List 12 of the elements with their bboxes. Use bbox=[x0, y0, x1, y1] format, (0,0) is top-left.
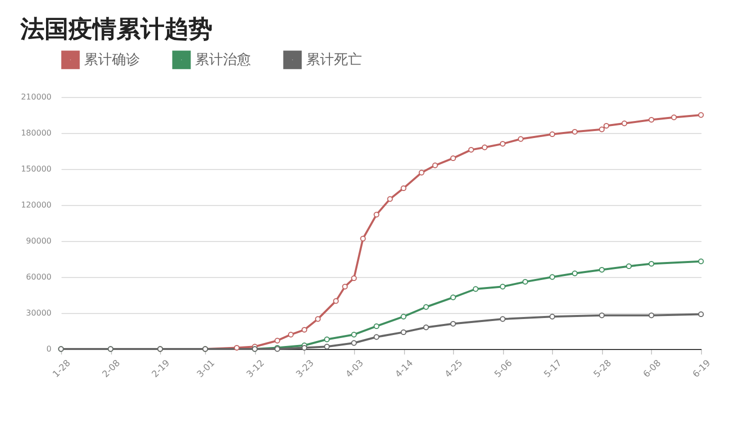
y-tick-label: 60000 bbox=[26, 272, 52, 282]
legend-label: 累计确诊 bbox=[84, 52, 140, 68]
y-tick-label: 30000 bbox=[26, 308, 52, 318]
y-tick-label: 90000 bbox=[26, 236, 52, 246]
y-tick-label: 0 bbox=[46, 344, 52, 354]
legend-label: 累计死亡 bbox=[306, 52, 362, 68]
y-tick-label: 180000 bbox=[20, 128, 52, 138]
y-tick-label: 210000 bbox=[20, 92, 52, 102]
legend-label: 累计治愈 bbox=[195, 52, 251, 68]
y-tick-label: 150000 bbox=[20, 164, 52, 174]
y-tick-label: 120000 bbox=[20, 200, 52, 210]
chart-title: 法国疫情累计趋势 bbox=[19, 15, 212, 43]
